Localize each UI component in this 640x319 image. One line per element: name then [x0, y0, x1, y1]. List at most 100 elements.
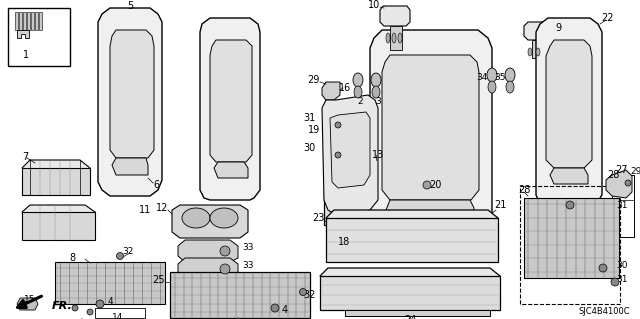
Text: 7: 7	[22, 152, 28, 162]
Text: 14: 14	[112, 314, 124, 319]
Ellipse shape	[487, 68, 497, 82]
Polygon shape	[22, 168, 90, 195]
Polygon shape	[402, 170, 432, 208]
Ellipse shape	[611, 278, 619, 286]
Text: 18: 18	[338, 237, 350, 247]
Ellipse shape	[625, 180, 631, 186]
Polygon shape	[382, 55, 479, 200]
Ellipse shape	[335, 152, 341, 158]
Polygon shape	[345, 310, 490, 316]
Ellipse shape	[536, 48, 540, 56]
Text: 30: 30	[304, 143, 316, 153]
Ellipse shape	[488, 81, 496, 93]
Ellipse shape	[235, 318, 241, 319]
Polygon shape	[536, 18, 602, 208]
Polygon shape	[210, 40, 252, 162]
Polygon shape	[386, 200, 474, 222]
Text: 28: 28	[607, 170, 620, 180]
Polygon shape	[326, 218, 498, 262]
Bar	[39, 12, 42, 30]
Text: 1: 1	[23, 50, 29, 60]
Ellipse shape	[220, 246, 230, 256]
Bar	[95, 308, 145, 318]
Bar	[172, 318, 310, 319]
Text: 31: 31	[616, 201, 628, 210]
Polygon shape	[550, 168, 588, 184]
Bar	[390, 26, 402, 50]
Bar	[23, 12, 26, 30]
Text: 3: 3	[375, 98, 381, 107]
Text: 24: 24	[404, 315, 416, 319]
Polygon shape	[110, 30, 154, 158]
Polygon shape	[214, 162, 248, 178]
Bar	[35, 12, 38, 30]
Polygon shape	[112, 158, 148, 175]
Polygon shape	[178, 240, 238, 262]
Text: 32: 32	[304, 290, 316, 300]
Text: 11: 11	[139, 205, 151, 215]
Bar	[31, 12, 34, 30]
Bar	[328, 114, 400, 144]
Text: SJC4B4100C: SJC4B4100C	[579, 308, 630, 316]
Ellipse shape	[220, 264, 230, 274]
Text: 31: 31	[304, 113, 316, 123]
Text: 30: 30	[616, 261, 628, 270]
Ellipse shape	[372, 86, 380, 98]
Bar	[532, 40, 544, 58]
Text: 10: 10	[368, 0, 380, 10]
Ellipse shape	[392, 33, 396, 43]
Text: 20: 20	[429, 180, 441, 190]
Polygon shape	[178, 258, 238, 280]
Polygon shape	[172, 205, 248, 238]
Ellipse shape	[398, 33, 402, 43]
Text: 19: 19	[308, 125, 320, 135]
Text: 21: 21	[494, 200, 506, 210]
Polygon shape	[330, 112, 370, 188]
Ellipse shape	[116, 253, 124, 259]
Text: FR.: FR.	[52, 301, 73, 311]
Text: 15: 15	[24, 295, 36, 305]
Polygon shape	[606, 170, 632, 198]
Bar	[19, 12, 22, 30]
Ellipse shape	[506, 81, 514, 93]
Ellipse shape	[335, 122, 341, 128]
Bar	[27, 12, 30, 30]
Text: 28: 28	[518, 185, 530, 195]
Ellipse shape	[354, 86, 362, 98]
Ellipse shape	[182, 208, 210, 228]
Text: 34: 34	[477, 72, 488, 81]
Ellipse shape	[371, 73, 381, 87]
Text: 9: 9	[555, 23, 561, 33]
Ellipse shape	[271, 304, 279, 312]
Bar	[524, 198, 619, 278]
Polygon shape	[200, 18, 260, 200]
Polygon shape	[22, 160, 90, 175]
Polygon shape	[410, 200, 428, 222]
Ellipse shape	[72, 305, 78, 311]
Polygon shape	[322, 95, 378, 215]
Polygon shape	[546, 40, 592, 168]
Polygon shape	[98, 8, 162, 196]
Bar	[55, 262, 165, 304]
Polygon shape	[524, 22, 552, 40]
Text: 35: 35	[495, 72, 506, 81]
Polygon shape	[17, 30, 29, 38]
Text: 23: 23	[312, 213, 325, 223]
Polygon shape	[320, 276, 500, 310]
Ellipse shape	[505, 68, 515, 82]
Text: 5: 5	[127, 1, 133, 11]
Ellipse shape	[210, 208, 238, 228]
Polygon shape	[380, 6, 410, 26]
Bar	[170, 272, 310, 318]
Ellipse shape	[386, 33, 390, 43]
Ellipse shape	[96, 300, 104, 308]
Ellipse shape	[423, 181, 431, 189]
Text: 8: 8	[69, 253, 75, 263]
Polygon shape	[22, 205, 95, 218]
Polygon shape	[370, 30, 492, 246]
Text: 33: 33	[243, 262, 253, 271]
Text: 22: 22	[602, 13, 614, 23]
Text: 13: 13	[372, 150, 384, 160]
Text: 27: 27	[616, 165, 628, 175]
Polygon shape	[322, 82, 340, 100]
